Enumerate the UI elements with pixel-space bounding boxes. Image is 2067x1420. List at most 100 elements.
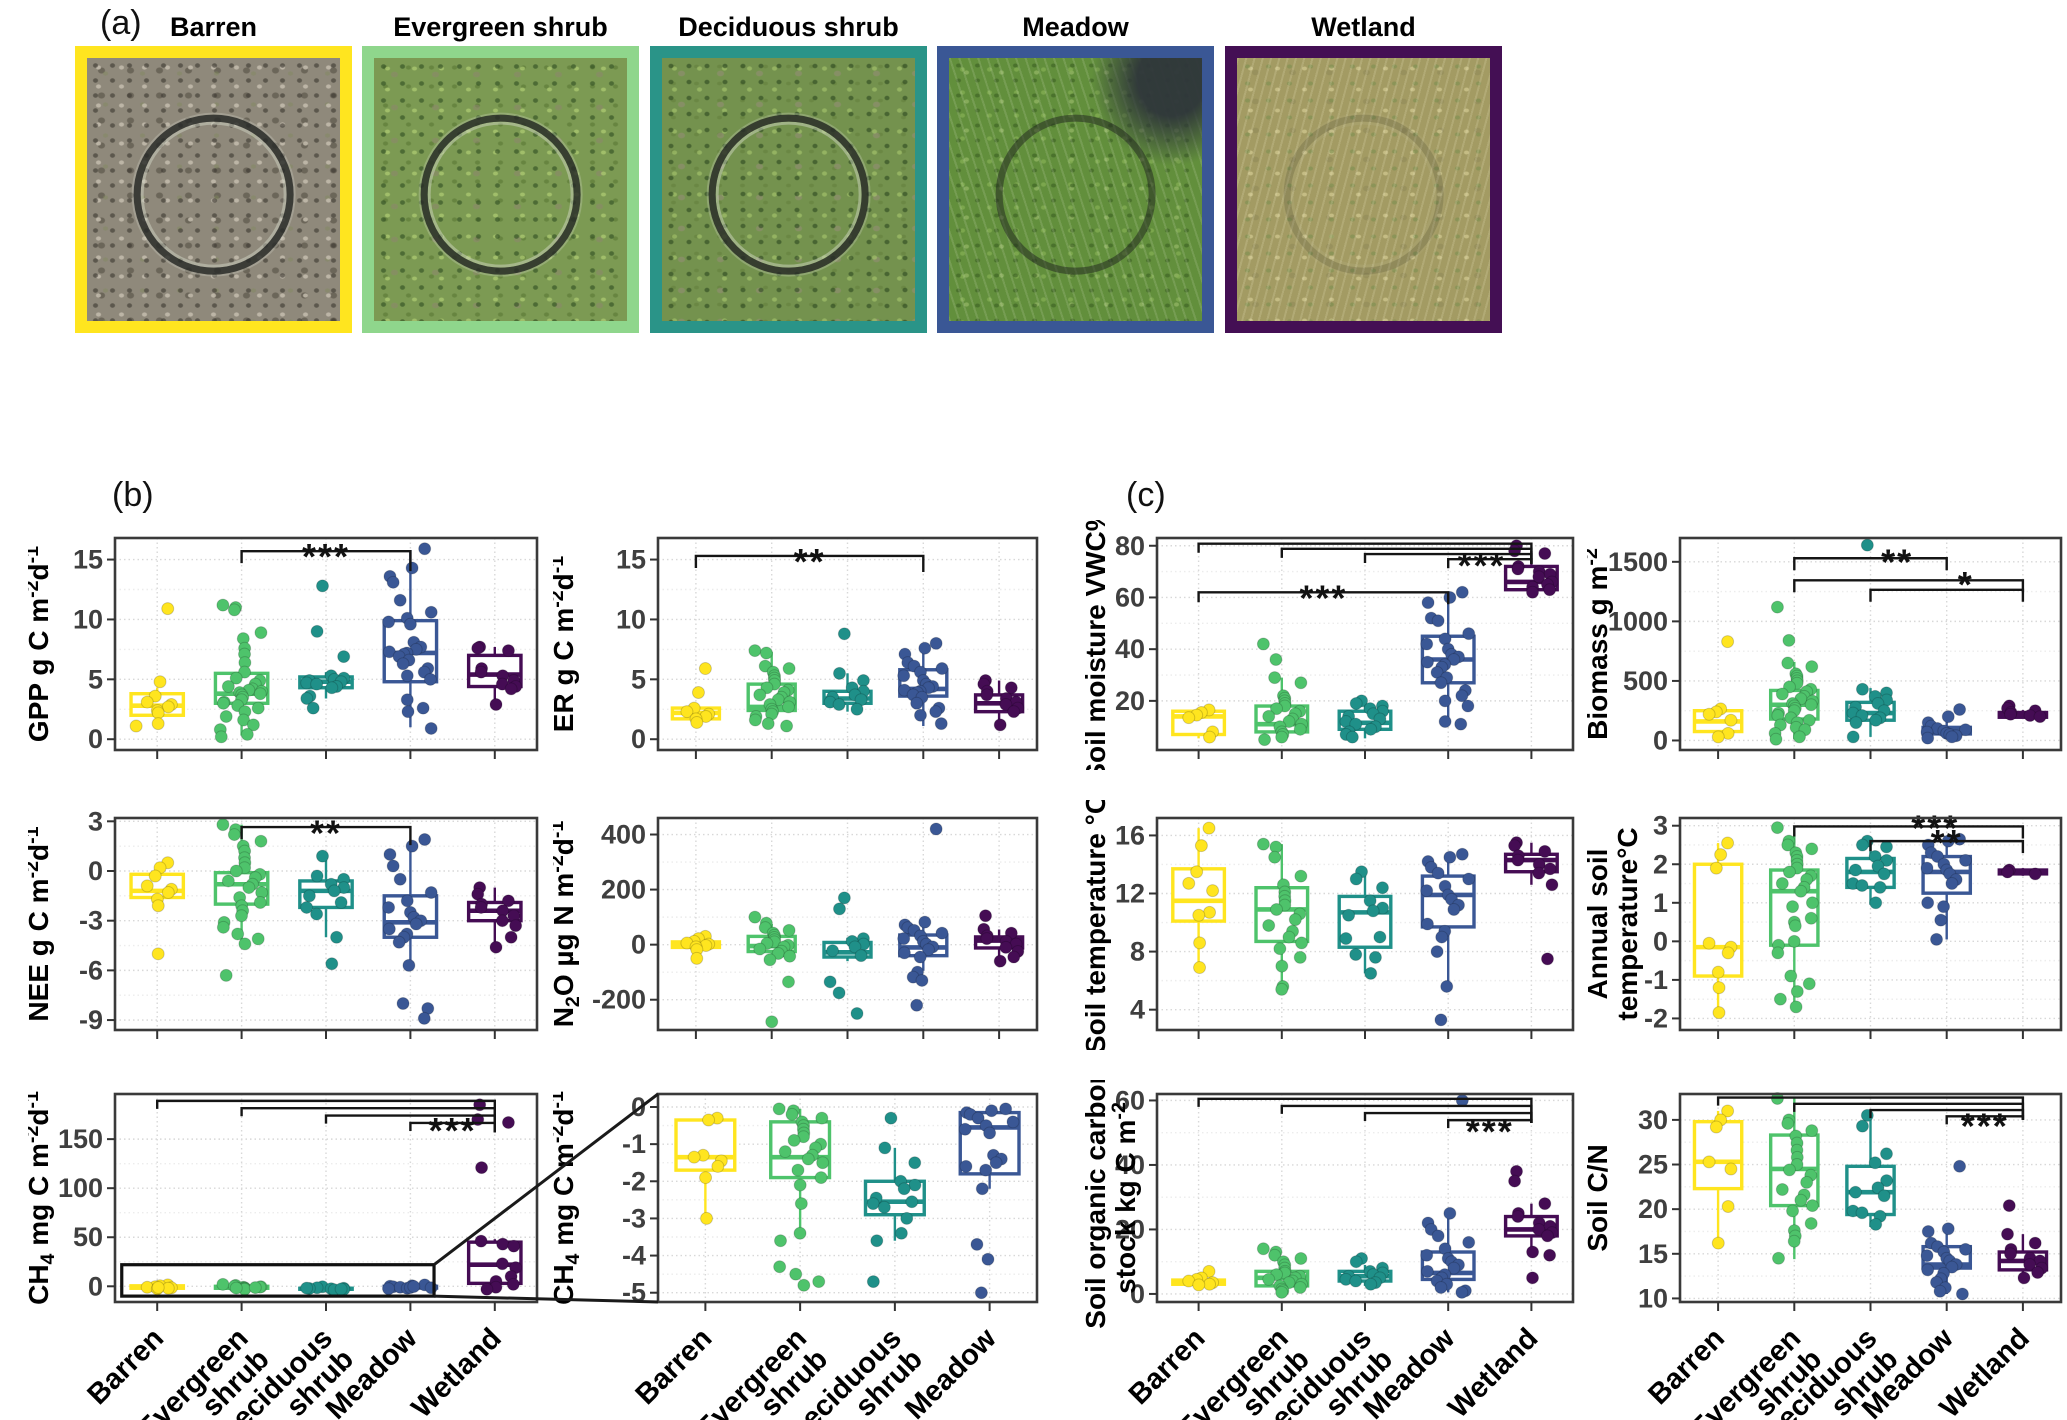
svg-text:N2O µg N m-2d-1: N2O µg N m-2d-1 [553,821,584,1028]
svg-text:100: 100 [58,1173,103,1203]
svg-text:-1: -1 [1644,965,1668,995]
svg-text:3: 3 [88,806,103,836]
svg-text:Wetland: Wetland [1442,1322,1544,1420]
svg-text:1000: 1000 [1608,606,1668,636]
svg-text:-3: -3 [79,906,103,936]
soilmoist-svg: *** *** 20 40 60 80Soil moisture VWC% [1085,520,1575,770]
svg-text:2: 2 [1653,849,1668,879]
svg-text:0: 0 [88,856,103,886]
svg-text:CH4 mg C m-2d-1: CH4 mg C m-2d-1 [28,1091,59,1305]
svg-text:Annual soil: Annual soil [1587,849,1613,1000]
svg-text:60: 60 [1115,1085,1145,1115]
svg-text:*: * [1958,564,1974,605]
svg-text:GPP g C m-2d-1: GPP g C m-2d-1 [28,546,54,742]
panel-a-label: (a) [100,4,142,42]
flux-collar-ring-icon [1283,114,1444,276]
flux-collar-ring-icon [708,114,869,276]
photo-title-meadow: Meadow [1022,12,1129,42]
svg-text:20: 20 [1638,1194,1668,1224]
svg-text:400: 400 [601,820,646,850]
svg-text:NEE g C m-2d-1: NEE g C m-2d-1 [28,826,54,1021]
er-svg: ** 0 5 10 15 ER g C m-2d-1 [553,536,1039,759]
svg-text:5: 5 [88,664,103,694]
svg-text:-5: -5 [622,1278,646,1308]
svg-text:Biomass g m-2: Biomass g m-2 [1587,548,1613,740]
svg-text:0: 0 [631,1092,646,1122]
ch4zoom-svg: 0-1-2-3-4-5BarrenEvergreenshrubDeciduous… [553,1091,1039,1420]
soil-cn-boxplot: *** 10 15 20 25 30 Barren Evergreen shrub Deciduo… [1587,1080,2067,1420]
gpp-boxplot: *** 0 5 10 15 GPP g C m-2d-1 [28,520,543,770]
wetland-field-photo [1237,58,1490,321]
svg-text:-200: -200 [592,985,646,1015]
barren-field-photo [87,58,340,321]
svg-text:Soil organic carbon: Soil organic carbon [1085,1080,1111,1329]
svg-text:20: 20 [1115,1214,1145,1244]
svg-text:-4: -4 [622,1241,646,1271]
svg-text:0: 0 [88,1271,103,1301]
svg-text:-9: -9 [79,1005,103,1035]
flux-collar-ring-icon [133,114,294,276]
svg-text:-2: -2 [622,1166,646,1196]
annual-soil-temperature-boxplot: *** ** 3 2 1 0 -1 -2 Annual soil temperature°C [1587,800,2067,1050]
panel-b-label: (b) [112,476,154,514]
svg-text:0: 0 [631,930,646,960]
n2o-boxplot: 400 200 0 -200 N2O µg N m-2d-1 [553,800,1043,1050]
photo-barren [75,46,352,333]
svg-text:1: 1 [1653,888,1668,918]
photo-title-wetland: Wetland [1311,12,1416,42]
svg-text:-1: -1 [622,1129,646,1159]
svg-text:0: 0 [1653,725,1668,755]
svg-text:Soil moisture VWC%: Soil moisture VWC% [1085,520,1111,770]
svg-text:**: ** [794,541,826,582]
photo-evergreen [362,46,639,333]
svg-text:***: *** [1466,1111,1514,1152]
photo-title-barren: Barren [169,12,258,42]
svg-text:150: 150 [58,1124,103,1154]
svg-text:10: 10 [616,604,646,634]
svg-text:***: *** [302,536,350,577]
svg-text:Soil C/N: Soil C/N [1587,1144,1613,1251]
svg-text:1500: 1500 [1608,547,1668,577]
er-boxplot: ** 0 5 10 15 ER g C m-2d-1 [553,520,1043,770]
svg-text:***: *** [429,1110,477,1151]
svg-text:**: ** [1931,822,1963,863]
svg-text:***: *** [1299,577,1347,618]
svg-text:Soil temperature °C: Soil temperature °C [1085,800,1111,1050]
svg-text:***: *** [1457,545,1505,586]
svg-text:5: 5 [631,664,646,694]
svg-text:15: 15 [73,545,103,575]
svg-text:0: 0 [1653,926,1668,956]
panel-c-label: (c) [1126,476,1166,514]
photo-meadow [937,46,1214,333]
evergreen-field-photo [374,58,627,321]
n2o-svg: 400 200 0 -200 N2O µg N m-2d-1 [553,816,1039,1039]
svg-text:3: 3 [1653,811,1668,841]
svg-text:16: 16 [1115,820,1145,850]
photo-wetland [1225,46,1502,333]
soil-organic-carbon-boxplot: *** 0 20 40 60 Barren Evergreen shrub Deciduous s… [1085,1080,1579,1420]
svg-text:-2: -2 [1644,1003,1668,1033]
photo-title-evergreen: Evergreen shrub [393,12,608,42]
svg-text:Wetland: Wetland [406,1322,508,1420]
meadow-field-photo [949,58,1202,321]
cn-svg: ***1015202530BarrenEvergreenshrubDeciduo… [1587,1091,2063,1420]
photo-deciduous [650,46,927,333]
svg-text:10: 10 [73,604,103,634]
svg-text:**: ** [1881,541,1913,582]
svg-text:CH4 mg C m-2d-1: CH4 mg C m-2d-1 [553,1091,584,1305]
deciduous-field-photo [662,58,915,321]
svg-text:Barren: Barren [630,1322,719,1411]
svg-text:0: 0 [88,724,103,754]
soil-moisture-boxplot: *** *** 20 40 60 80Soil moisture VWC% [1085,520,1579,770]
svg-text:temperature°C: temperature°C [1612,827,1643,1020]
gpp-svg: *** 0 5 10 15 GPP g C m-2d-1 [28,536,539,759]
svg-text:40: 40 [1115,1150,1145,1180]
